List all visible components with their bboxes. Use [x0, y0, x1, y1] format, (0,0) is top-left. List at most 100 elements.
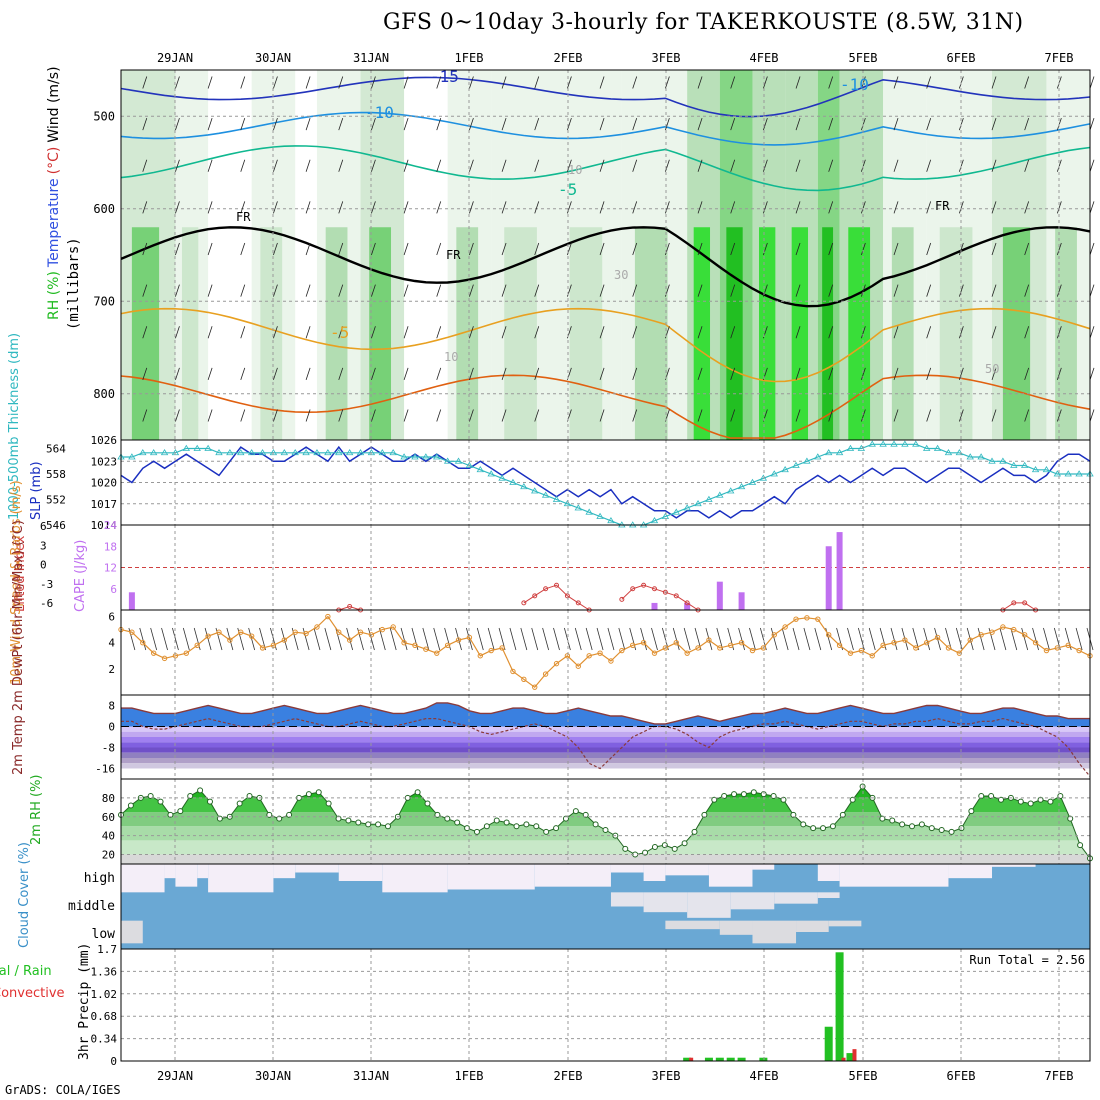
wind-point-39	[542, 671, 549, 677]
wind-point-13	[259, 645, 266, 651]
wind-barb	[142, 284, 148, 297]
x-tick-bottom-4: 2FEB	[554, 1069, 583, 1083]
wind-barb	[273, 76, 278, 89]
x-tick-bottom-2: 31JAN	[353, 1069, 389, 1083]
cape-bar-6	[836, 532, 843, 610]
wind-barb	[1089, 76, 1095, 89]
rh-point-48	[592, 821, 599, 828]
wind-barb-10m	[564, 627, 571, 651]
precip-total-bar-2	[715, 1057, 724, 1061]
wind-barb	[338, 284, 344, 297]
rh-point-96	[1067, 815, 1074, 822]
wind-point-1	[129, 629, 135, 635]
thickness-point-2	[139, 448, 147, 456]
wind-point-6	[183, 650, 190, 656]
wind-barb	[926, 284, 932, 297]
lifted-tick-0: 6	[40, 520, 47, 533]
wind-point-56	[728, 642, 734, 649]
rh-point-80	[909, 823, 916, 830]
mid-cloud-gap-2	[643, 892, 688, 913]
wind-barb-10m	[672, 627, 680, 651]
wind-barb	[599, 76, 605, 89]
wind-barb	[501, 409, 507, 422]
wind-barb-10m	[640, 627, 647, 651]
wind-point-43	[586, 653, 592, 659]
wind-barb-10m	[574, 627, 582, 651]
rh-point-21	[325, 800, 332, 807]
ua-ylabel-part-0: RH (%)	[46, 271, 62, 320]
wind-point-52	[684, 650, 690, 656]
wind-barb	[762, 117, 768, 131]
dewpt-line	[121, 717, 1091, 777]
rh-core-3	[325, 227, 348, 440]
x-tick-bottom-7: 5FEB	[849, 1069, 878, 1083]
wind-barb-10m	[847, 627, 854, 651]
cape-bar-5	[825, 546, 832, 610]
rh-point-32	[434, 811, 441, 818]
cape-ylabel-right: CAPE (J/kg)	[73, 540, 88, 612]
x-tick-top-2: 31JAN	[353, 51, 389, 65]
wind-barb-10m	[1075, 627, 1083, 651]
wind-point-8	[205, 633, 211, 639]
wind-barb	[534, 76, 540, 89]
wind-barb	[730, 242, 736, 256]
x-tick-top-1: 30JAN	[255, 51, 291, 65]
rh-band-2	[121, 812, 1090, 827]
wind-barb	[599, 242, 605, 256]
thickness-point-29	[433, 453, 441, 460]
wind-barb	[534, 242, 540, 256]
thickness-point-49	[650, 516, 659, 524]
y-tick-ua-1: 600	[93, 202, 115, 216]
wind-barb-10m	[651, 627, 658, 651]
wind-point-76	[945, 645, 952, 651]
thickness-point-56	[727, 487, 735, 494]
wind-barb	[501, 326, 507, 339]
wind-point-59	[760, 645, 767, 651]
wind-barb	[207, 242, 213, 256]
rh-core-11	[759, 227, 776, 440]
rh-point-34	[454, 819, 461, 826]
wind-barb-10m	[455, 627, 462, 651]
wind-speed-line	[120, 615, 1091, 689]
rh-point-16	[276, 815, 283, 822]
rh-point-24	[355, 819, 362, 826]
high-cloud-gap-12	[643, 864, 666, 881]
thickness-point-42	[574, 504, 582, 511]
wind-barb	[534, 326, 540, 339]
wind-barb	[991, 76, 997, 89]
rh-point-72	[829, 823, 836, 830]
thickness-point-54	[705, 495, 713, 502]
thick-tick-0: 546	[46, 519, 66, 532]
slp-line	[120, 445, 1091, 519]
wind-barb	[991, 326, 997, 339]
x-tick-bottom-8: 6FEB	[947, 1069, 976, 1083]
rh-point-37	[483, 823, 490, 830]
rh-tick-3: 80	[102, 792, 115, 805]
wind-barb-10m	[182, 627, 190, 651]
lifted-line-1	[523, 584, 590, 611]
lifted-point	[630, 586, 636, 592]
thickness-point-43	[585, 508, 593, 515]
thickness-point-78	[966, 453, 974, 460]
wind-point-3	[150, 650, 157, 656]
wind-barb-10m	[585, 627, 593, 651]
low-cloud-gap-1	[665, 920, 720, 930]
wind-barb	[501, 242, 507, 256]
wind-point-20	[336, 629, 342, 635]
wind-barb	[501, 76, 507, 89]
wind-barb	[828, 367, 834, 381]
wind-barb-10m	[368, 627, 375, 651]
wind-barb	[893, 409, 899, 422]
rh-point-67	[780, 796, 787, 803]
thick-tick-3: 564	[46, 443, 66, 456]
wind-point-77	[956, 650, 963, 656]
thickness-point-76	[944, 448, 953, 456]
wind-point-85	[1043, 647, 1050, 654]
wind-barb	[893, 76, 899, 89]
wind-barb	[1089, 284, 1095, 297]
contour-label-10: 10	[444, 350, 458, 364]
wind-point-49	[651, 650, 658, 656]
thickness-point-72	[901, 440, 909, 447]
thickness-point-82	[1010, 461, 1018, 468]
ua-ylabel: RH (%) Temperature (°C) Wind (m/s)	[46, 66, 62, 320]
